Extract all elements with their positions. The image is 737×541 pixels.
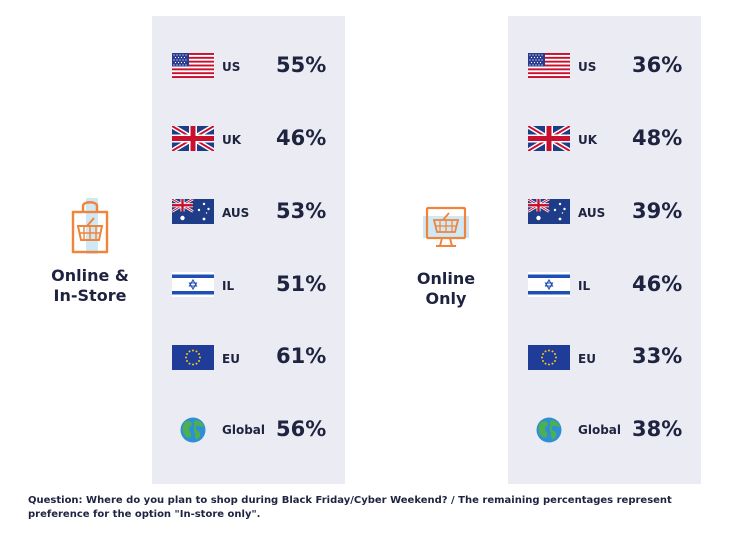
- percentage-value: 53%: [276, 199, 327, 223]
- panel-label-column: Online & In-Store: [28, 16, 153, 484]
- percentage-value: 48%: [632, 126, 683, 150]
- country-label: EU: [222, 352, 240, 366]
- percentage-value: 55%: [276, 53, 327, 77]
- globe-icon: [536, 417, 562, 443]
- eu-flag-icon: [172, 345, 214, 370]
- monitor-basket-icon: [423, 206, 469, 247]
- eu-flag-icon: [528, 345, 570, 370]
- il-flag-icon: [172, 272, 214, 297]
- panel-title-line2: In-Store: [53, 286, 127, 305]
- globe-icon: [180, 417, 206, 443]
- percentage-value: 36%: [632, 53, 683, 77]
- country-label: EU: [578, 352, 596, 366]
- panel-title-line1: Online &: [51, 266, 129, 285]
- percentage-value: 61%: [276, 344, 327, 368]
- il-flag-icon: [528, 272, 570, 297]
- footnote: Question: Where do you plan to shop duri…: [28, 494, 708, 522]
- country-label: Global: [222, 423, 266, 437]
- us-flag-icon: [528, 53, 570, 78]
- percentage-value: 38%: [632, 417, 683, 441]
- aus-flag-icon: [172, 199, 214, 224]
- panel-title-line1: Online: [416, 269, 476, 288]
- uk-flag-icon: [172, 126, 214, 151]
- country-label: UK: [222, 133, 242, 147]
- panel-label-column: Online Only: [384, 16, 509, 484]
- aus-flag-icon: [528, 199, 570, 224]
- us-flag-icon: [172, 53, 214, 78]
- shopping-bag-basket-icon: [71, 198, 109, 254]
- country-label: IL: [222, 279, 235, 293]
- uk-flag-icon: [528, 126, 570, 151]
- footnote-line2: preference for the option "In-store only…: [28, 509, 261, 520]
- panel-online-only: Online Only US 36% UK 48% AUS 39% IL 46%…: [384, 16, 701, 484]
- percentage-value: 46%: [276, 126, 327, 150]
- country-label: AUS: [578, 206, 606, 220]
- panel-data-column: US 55% UK 46% AUS 53% IL 51% EU 61% Glob…: [152, 16, 345, 484]
- panel-online-in-store: Online & In-Store US 55% UK 46% AUS 53% …: [28, 16, 345, 484]
- percentage-value: 46%: [632, 272, 683, 296]
- country-label: UK: [578, 133, 598, 147]
- country-label: US: [222, 60, 241, 74]
- panel-data-column: US 36% UK 48% AUS 39% IL 46% EU 33% Glob…: [508, 16, 701, 484]
- footnote-line1: Question: Where do you plan to shop duri…: [28, 495, 672, 506]
- country-label: IL: [578, 279, 591, 293]
- percentage-value: 39%: [632, 199, 683, 223]
- percentage-value: 56%: [276, 417, 327, 441]
- country-label: AUS: [222, 206, 250, 220]
- country-label: Global: [578, 423, 622, 437]
- country-label: US: [578, 60, 597, 74]
- percentage-value: 51%: [276, 272, 327, 296]
- panel-title-line2: Only: [425, 289, 467, 308]
- percentage-value: 33%: [632, 344, 683, 368]
